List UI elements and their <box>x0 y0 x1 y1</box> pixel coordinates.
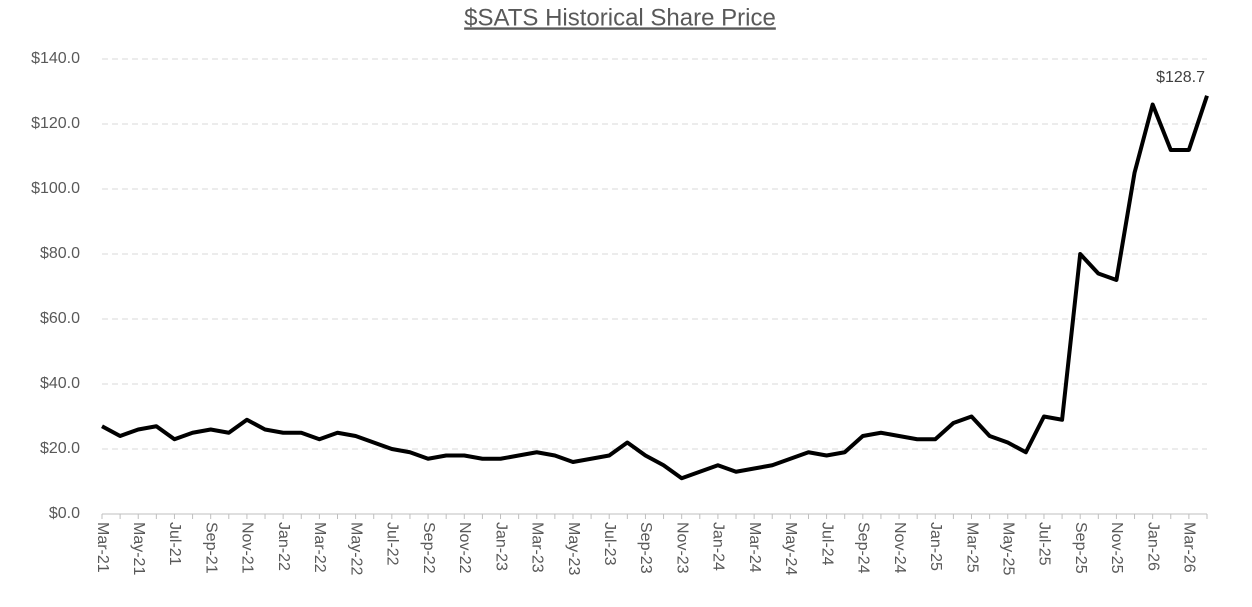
x-tick-label: Mar-24 <box>746 522 763 573</box>
x-tick-label: Nov-22 <box>456 522 473 574</box>
x-tick-label: May-25 <box>1000 522 1017 575</box>
y-tick-label: $120.0 <box>31 115 80 132</box>
x-tick-label: Jul-22 <box>384 522 401 566</box>
x-tick-label: May-21 <box>130 522 147 575</box>
x-tick-label: May-23 <box>565 522 582 575</box>
x-tick-label: Sep-22 <box>420 522 437 574</box>
x-tick-label: Jan-25 <box>927 522 944 571</box>
x-tick-label: Sep-25 <box>1072 522 1089 574</box>
x-tick-label: May-22 <box>347 522 364 575</box>
x-tick-label: Mar-26 <box>1181 522 1198 573</box>
x-tick-label: Jan-22 <box>275 522 292 571</box>
x-tick-label: Mar-21 <box>94 522 111 573</box>
x-tick-label: Nov-23 <box>673 522 690 574</box>
y-tick-label: $80.0 <box>40 245 80 262</box>
y-tick-label: $100.0 <box>31 180 80 197</box>
x-tick-label: Jan-23 <box>492 522 509 571</box>
x-tick-label: Jul-23 <box>601 522 618 566</box>
x-tick-label: May-24 <box>782 522 799 575</box>
y-tick-label: $0.0 <box>49 505 80 522</box>
data-label: $128.7 <box>1156 69 1205 86</box>
x-tick-label: Mar-23 <box>529 522 546 573</box>
y-tick-label: $20.0 <box>40 440 80 457</box>
y-tick-label: $140.0 <box>31 50 80 67</box>
x-tick-label: Jul-25 <box>1036 522 1053 566</box>
x-tick-label: Nov-21 <box>239 522 256 574</box>
x-tick-label: Sep-23 <box>637 522 654 574</box>
x-tick-label: Jan-24 <box>710 522 727 571</box>
x-tick-label: Sep-21 <box>202 522 219 574</box>
x-tick-label: Jul-21 <box>166 522 183 566</box>
price-line <box>101 95 1209 481</box>
y-tick-label: $40.0 <box>40 375 80 392</box>
y-tick-label: $60.0 <box>40 310 80 327</box>
x-tick-label: Mar-25 <box>963 522 980 573</box>
x-tick-label: Nov-24 <box>891 522 908 574</box>
x-tick-label: Jul-24 <box>818 522 835 566</box>
chart-title: $SATS Historical Share Price <box>464 4 776 31</box>
x-tick-label: Jan-26 <box>1144 522 1161 571</box>
x-tick-label: Sep-24 <box>855 522 872 574</box>
x-tick-label: Mar-22 <box>311 522 328 573</box>
x-tick-label: Nov-25 <box>1108 522 1125 574</box>
